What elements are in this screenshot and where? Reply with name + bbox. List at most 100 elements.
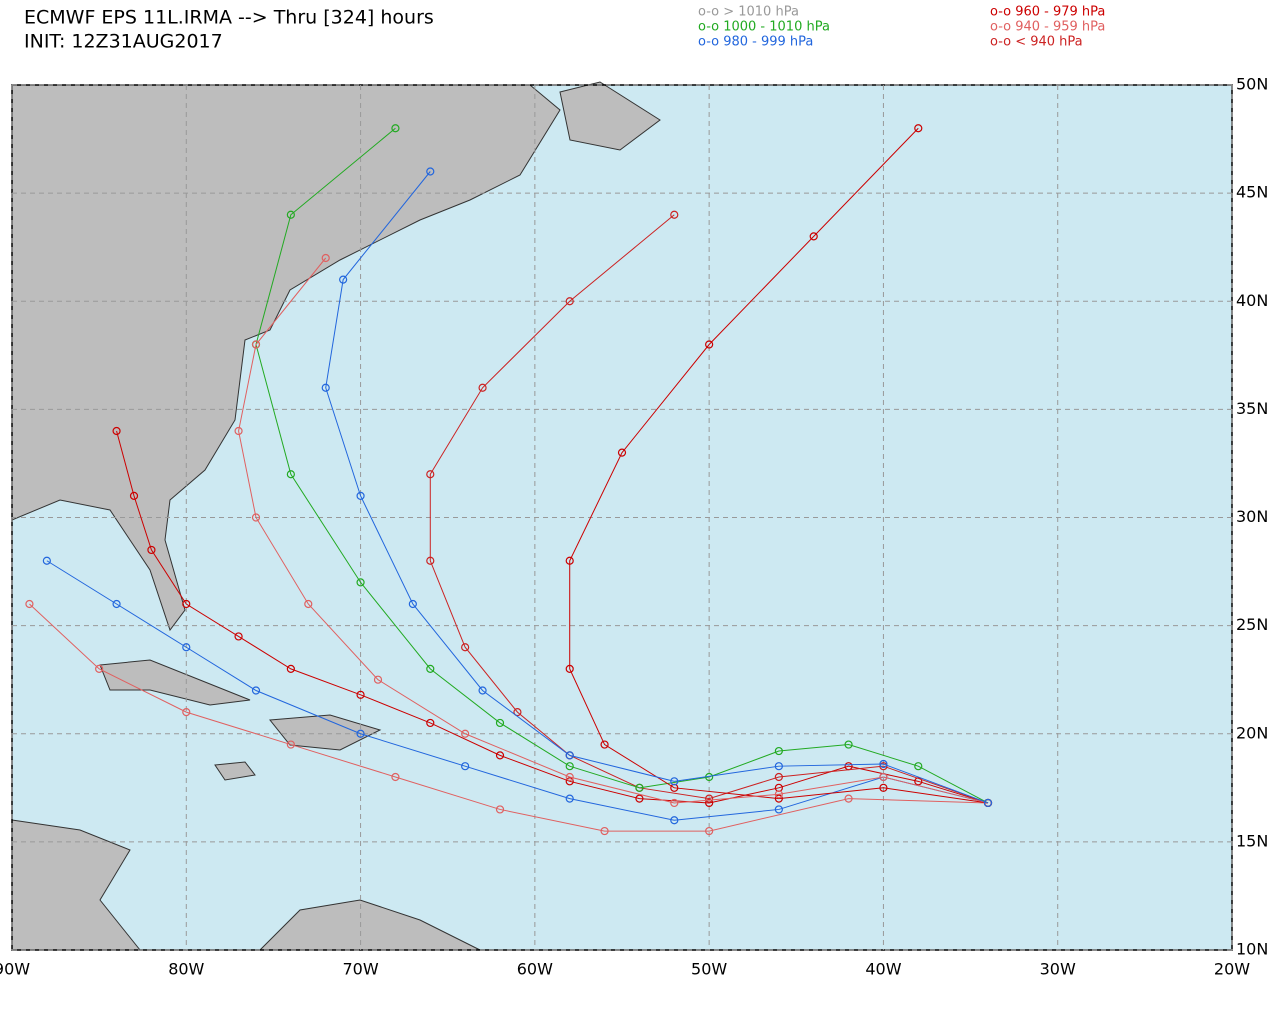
track-point xyxy=(182,643,191,652)
lat-tick-label: 15N xyxy=(1236,831,1268,850)
track-point xyxy=(495,751,505,760)
track-point xyxy=(879,783,888,792)
track-line xyxy=(29,603,989,832)
track-point xyxy=(705,794,714,803)
lat-tick-label: 10N xyxy=(1236,940,1268,959)
track-point xyxy=(286,664,295,673)
lon-tick-label: 50W xyxy=(691,960,727,979)
lat-tick-label: 40N xyxy=(1236,291,1268,310)
track-point xyxy=(670,210,679,219)
track-point xyxy=(705,798,714,808)
north-america xyxy=(11,84,561,632)
lat-tick-label: 30N xyxy=(1236,507,1268,526)
track-line xyxy=(325,171,989,804)
lon-tick-label: 90W xyxy=(0,960,30,979)
track-point xyxy=(426,718,435,728)
track-point xyxy=(286,470,295,479)
lat-tick-label: 45N xyxy=(1236,183,1268,202)
legend-entry: o-o 980 - 999 hPa xyxy=(698,35,813,50)
lon-tick-label: 60W xyxy=(517,960,553,979)
track-line xyxy=(569,127,989,804)
track-point xyxy=(705,340,714,349)
track-point xyxy=(182,708,191,717)
track-point xyxy=(461,643,470,652)
track-point xyxy=(426,470,435,479)
track-point xyxy=(879,762,888,771)
track-point xyxy=(565,762,574,771)
newfoundland xyxy=(559,81,661,151)
legend-entry: o-o > 1010 hPa xyxy=(698,5,799,20)
track-point xyxy=(356,690,365,699)
track-point xyxy=(495,805,505,814)
legend-entry: o-o 960 - 979 hPa xyxy=(990,5,1105,20)
init-time: INIT: 12Z31AUG2017 xyxy=(24,31,223,53)
track-point xyxy=(635,794,644,803)
track-point xyxy=(182,599,191,609)
tracks xyxy=(25,124,993,836)
track-point xyxy=(95,664,104,673)
track-point xyxy=(914,762,923,771)
legend-entry: o-o 1000 - 1010 hPa xyxy=(698,20,830,35)
track-point xyxy=(147,545,156,555)
track-point xyxy=(635,783,644,792)
track-point xyxy=(914,777,923,786)
track-point xyxy=(600,740,609,749)
track-point xyxy=(234,632,243,641)
cuba xyxy=(99,659,251,706)
track-point xyxy=(286,740,295,749)
track-point xyxy=(670,816,679,825)
track-point xyxy=(461,729,470,738)
track-point xyxy=(112,426,121,436)
lat-tick-label: 25N xyxy=(1236,615,1268,634)
track-point xyxy=(495,718,505,728)
track-point xyxy=(617,448,627,457)
track-point xyxy=(565,664,574,673)
track-point xyxy=(25,599,34,609)
track-point xyxy=(565,751,574,760)
track-point xyxy=(705,826,714,836)
track-point xyxy=(356,729,365,738)
track-point xyxy=(373,675,383,684)
track-point xyxy=(774,805,783,814)
title: ECMWF EPS 11L.IRMA --> Thru [324] hours xyxy=(24,7,434,29)
track-point xyxy=(983,798,993,808)
lon-tick-label: 30W xyxy=(1040,960,1076,979)
track-point xyxy=(478,686,487,695)
track-point xyxy=(565,794,574,803)
track-point xyxy=(391,772,400,782)
track-point xyxy=(408,599,417,609)
track-point xyxy=(844,740,853,749)
track-point xyxy=(426,664,435,673)
track-point xyxy=(321,253,330,263)
track-point xyxy=(251,686,261,695)
lon-tick-label: 20W xyxy=(1214,960,1250,979)
track-point xyxy=(774,746,783,756)
lat-tick-label: 20N xyxy=(1236,723,1268,742)
track-point xyxy=(391,124,400,133)
track-point xyxy=(774,772,783,782)
track-point xyxy=(914,124,923,133)
lat-tick-label: 50N xyxy=(1236,75,1268,94)
track-line xyxy=(238,257,989,804)
track-point xyxy=(356,491,365,500)
track-point xyxy=(478,383,487,392)
track-point xyxy=(670,798,679,808)
track-point xyxy=(513,708,522,717)
track-point xyxy=(461,762,470,771)
track-point xyxy=(844,794,853,803)
lon-tick-label: 80W xyxy=(168,960,204,979)
track-point xyxy=(251,340,261,349)
track-line xyxy=(46,560,989,821)
track-point xyxy=(600,826,609,836)
track-point xyxy=(565,777,574,786)
track-point xyxy=(42,556,51,565)
track-point xyxy=(774,762,783,771)
hispaniola xyxy=(269,714,382,751)
track-point xyxy=(304,599,313,609)
track-line xyxy=(116,430,989,804)
track-point xyxy=(565,772,574,782)
track-point xyxy=(565,297,574,306)
